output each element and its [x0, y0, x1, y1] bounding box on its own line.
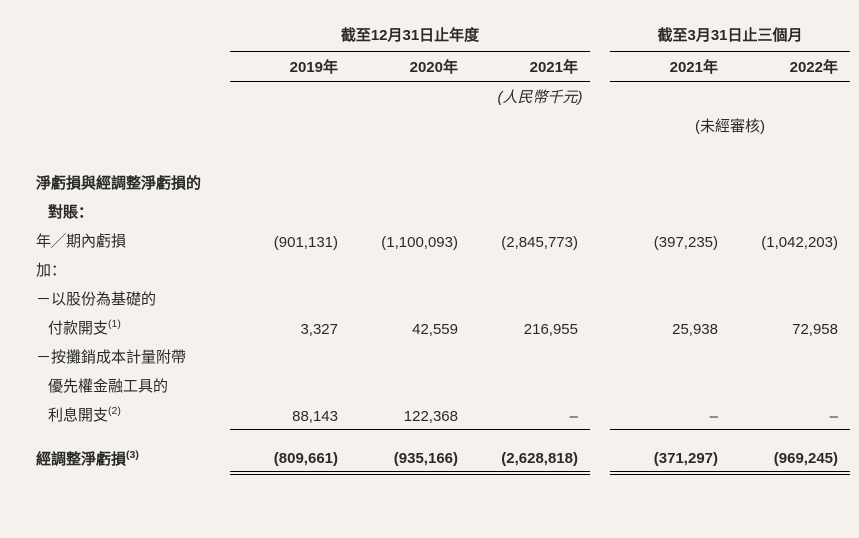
interest-row2: 優先權金融工具的 [30, 371, 850, 400]
interest-row1: －按攤銷成本計量附帶 [30, 342, 850, 371]
share-row2: 付款開支(1) 3,327 42,559 216,955 25,938 72,9… [30, 313, 850, 342]
unit-label: (人民幣千元) [230, 82, 850, 112]
loss-2020: (1,100,093) [350, 226, 470, 255]
total-2021a: (2,628,818) [470, 438, 590, 473]
interest-2021a: – [470, 400, 590, 429]
share-2019: 3,327 [230, 313, 350, 342]
interest-2019: 88,143 [230, 400, 350, 429]
loss-2021b: (397,235) [610, 226, 730, 255]
add-label: 加： [30, 255, 230, 284]
interest-label3-text: 利息開支 [48, 407, 108, 424]
reconcile-title-row2: 對賬： [30, 197, 850, 226]
interest-2021b: – [610, 400, 730, 429]
share-label1: －以股份為基礎的 [30, 284, 230, 313]
col-2022: 2022年 [730, 52, 850, 82]
share-2020: 42,559 [350, 313, 470, 342]
year-header-row: 2019年 2020年 2021年 2021年 2022年 [30, 52, 850, 82]
group-header-row: 截至12月31日止年度 截至3月31日止三個月 [30, 20, 850, 52]
col-2019: 2019年 [230, 52, 350, 82]
total-2021b: (371,297) [610, 438, 730, 473]
share-sup: (1) [108, 318, 121, 330]
loss-2021a: (2,845,773) [470, 226, 590, 255]
add-row: 加： [30, 255, 850, 284]
group-header-annual: 截至12月31日止年度 [230, 20, 590, 52]
total-row: 經調整淨虧損(3) (809,661) (935,166) (2,628,818… [30, 438, 850, 473]
share-2022: 72,958 [730, 313, 850, 342]
loss-2022: (1,042,203) [730, 226, 850, 255]
share-label2-text: 付款開支 [48, 320, 108, 337]
col-2021b: 2021年 [610, 52, 730, 82]
financial-table: 截至12月31日止年度 截至3月31日止三個月 2019年 2020年 2021… [30, 20, 850, 475]
share-2021b: 25,938 [610, 313, 730, 342]
group-header-quarter: 截至3月31日止三個月 [610, 20, 850, 52]
loss-label: 年╱期內虧損 [30, 226, 230, 255]
interest-label3: 利息開支(2) [30, 400, 230, 429]
interest-label1: －按攤銷成本計量附帶 [30, 342, 230, 371]
audit-label: (未經審核) [610, 111, 850, 140]
loss-row: 年╱期內虧損 (901,131) (1,100,093) (2,845,773)… [30, 226, 850, 255]
unit-row: (人民幣千元) [30, 82, 850, 112]
interest-2022: – [730, 400, 850, 429]
interest-sup: (2) [108, 405, 121, 417]
interest-label2: 優先權金融工具的 [30, 371, 230, 400]
audit-row: (未經審核) [30, 111, 850, 140]
total-sup: (3) [126, 449, 139, 461]
loss-2019: (901,131) [230, 226, 350, 255]
interest-2020: 122,368 [350, 400, 470, 429]
reconcile-title1: 淨虧損與經調整淨虧損的 [30, 168, 230, 197]
share-row1: －以股份為基礎的 [30, 284, 850, 313]
interest-row3: 利息開支(2) 88,143 122,368 – – – [30, 400, 850, 429]
share-2021a: 216,955 [470, 313, 590, 342]
total-label: 經調整淨虧損(3) [30, 438, 230, 473]
col-2021a: 2021年 [470, 52, 590, 82]
share-label2: 付款開支(1) [30, 313, 230, 342]
reconcile-title-row1: 淨虧損與經調整淨虧損的 [30, 168, 850, 197]
total-2020: (935,166) [350, 438, 470, 473]
total-2019: (809,661) [230, 438, 350, 473]
reconcile-title2: 對賬： [30, 197, 230, 226]
total-2022: (969,245) [730, 438, 850, 473]
total-label-text: 經調整淨虧損 [36, 451, 126, 468]
col-2020: 2020年 [350, 52, 470, 82]
